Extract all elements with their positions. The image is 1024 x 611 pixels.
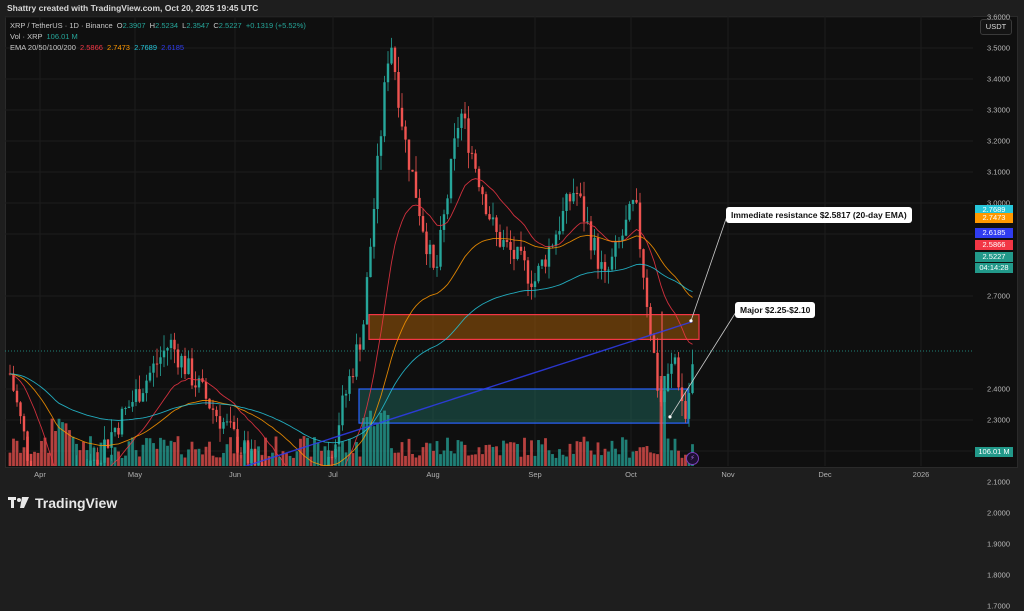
price-tick: 3.2000 [987, 136, 1010, 146]
price-tag: 2.5227 [975, 252, 1013, 262]
lightning-icon[interactable]: ⚡ [686, 452, 699, 465]
time-axis[interactable]: Apr May Jun Jul Aug Sep Oct Nov Dec 2026 [5, 466, 975, 482]
symbol-title[interactable]: XRP / TetherUS · 1D · Binance [10, 21, 113, 30]
price-tick: 2.0000 [987, 508, 1010, 518]
chart-legend: XRP / TetherUS · 1D · Binance O2.3907 H2… [10, 20, 306, 53]
price-tick: 3.6000 [987, 12, 1010, 22]
ema20-value: 2.5866 [79, 43, 103, 52]
time-label: Dec [818, 470, 832, 479]
time-label: Nov [721, 470, 735, 479]
tv-logo-icon [8, 497, 29, 508]
time-label: Aug [426, 470, 440, 479]
ema50-value: 2.7473 [107, 43, 130, 52]
tradingview-logo: TradingView [8, 495, 117, 511]
price-tick: 1.8000 [987, 570, 1010, 580]
price-tag: 2.7473 [975, 213, 1013, 223]
ema200-value: 2.6185 [161, 43, 185, 52]
low-value: 2.3547 [186, 21, 210, 30]
price-tag: 04:14:28 [975, 263, 1013, 273]
support-annotation[interactable]: Major $2.25-$2.10 [735, 302, 816, 318]
time-label: Oct [625, 470, 637, 479]
price-tag: 2.5866 [975, 240, 1013, 250]
price-tag: 2.7689 [975, 205, 1013, 215]
currency-button[interactable]: USDT [980, 19, 1012, 35]
time-label: 2026 [912, 470, 930, 479]
ema100-value: 2.7689 [134, 43, 158, 52]
price-tick: 3.1000 [987, 167, 1010, 177]
resistance-annotation[interactable]: Immediate resistance $2.5817 (20-day EMA… [726, 207, 912, 223]
volume-line: Vol · XRP 106.01 M [10, 31, 306, 42]
volume-value: 106.01 M [46, 32, 78, 41]
price-tick: 1.7000 [987, 601, 1010, 611]
ema-line: EMA 20/50/100/200 2.5866 2.7473 2.7689 2… [10, 42, 306, 53]
time-label: Apr [34, 470, 46, 479]
price-tick: 2.3000 [987, 415, 1010, 425]
change-value: +0.1319 (+5.52%) [245, 21, 306, 30]
price-tick: 2.4000 [987, 384, 1010, 394]
symbol-line: XRP / TetherUS · 1D · Binance O2.3907 H2… [10, 21, 306, 30]
price-tick: 3.0000 [987, 198, 1010, 208]
price-tick: 2.1000 [987, 477, 1010, 487]
price-axis[interactable]: 3.6000 3.5000 3.4000 3.3000 3.2000 3.1000 3.00… [973, 13, 1016, 611]
price-tick: 3.5000 [987, 43, 1010, 53]
close-value: 2.5227 [218, 21, 242, 30]
price-tag: 2.6185 [975, 228, 1013, 238]
time-label: Jul [328, 470, 338, 479]
open-value: 2.3907 [122, 21, 146, 30]
volume-label[interactable]: Vol · XRP [10, 32, 43, 41]
time-label: May [127, 470, 143, 479]
high-value: 2.5234 [155, 21, 179, 30]
chart-pane[interactable] [5, 16, 1018, 468]
time-label: Jun [228, 470, 242, 479]
price-tick: 1.9000 [987, 539, 1010, 549]
chart-credit: Shattry created with TradingView.com, Oc… [7, 3, 259, 13]
ema-label[interactable]: EMA 20/50/100/200 [10, 43, 76, 52]
time-label: Sep [528, 470, 542, 479]
price-chart-canvas[interactable] [5, 16, 973, 466]
price-tick: 3.4000 [987, 74, 1010, 84]
price-tick: 2.7000 [987, 291, 1010, 301]
price-tick: 3.3000 [987, 105, 1010, 115]
volume-tag: 106.01 M [975, 447, 1013, 457]
brand-name: TradingView [35, 495, 118, 511]
